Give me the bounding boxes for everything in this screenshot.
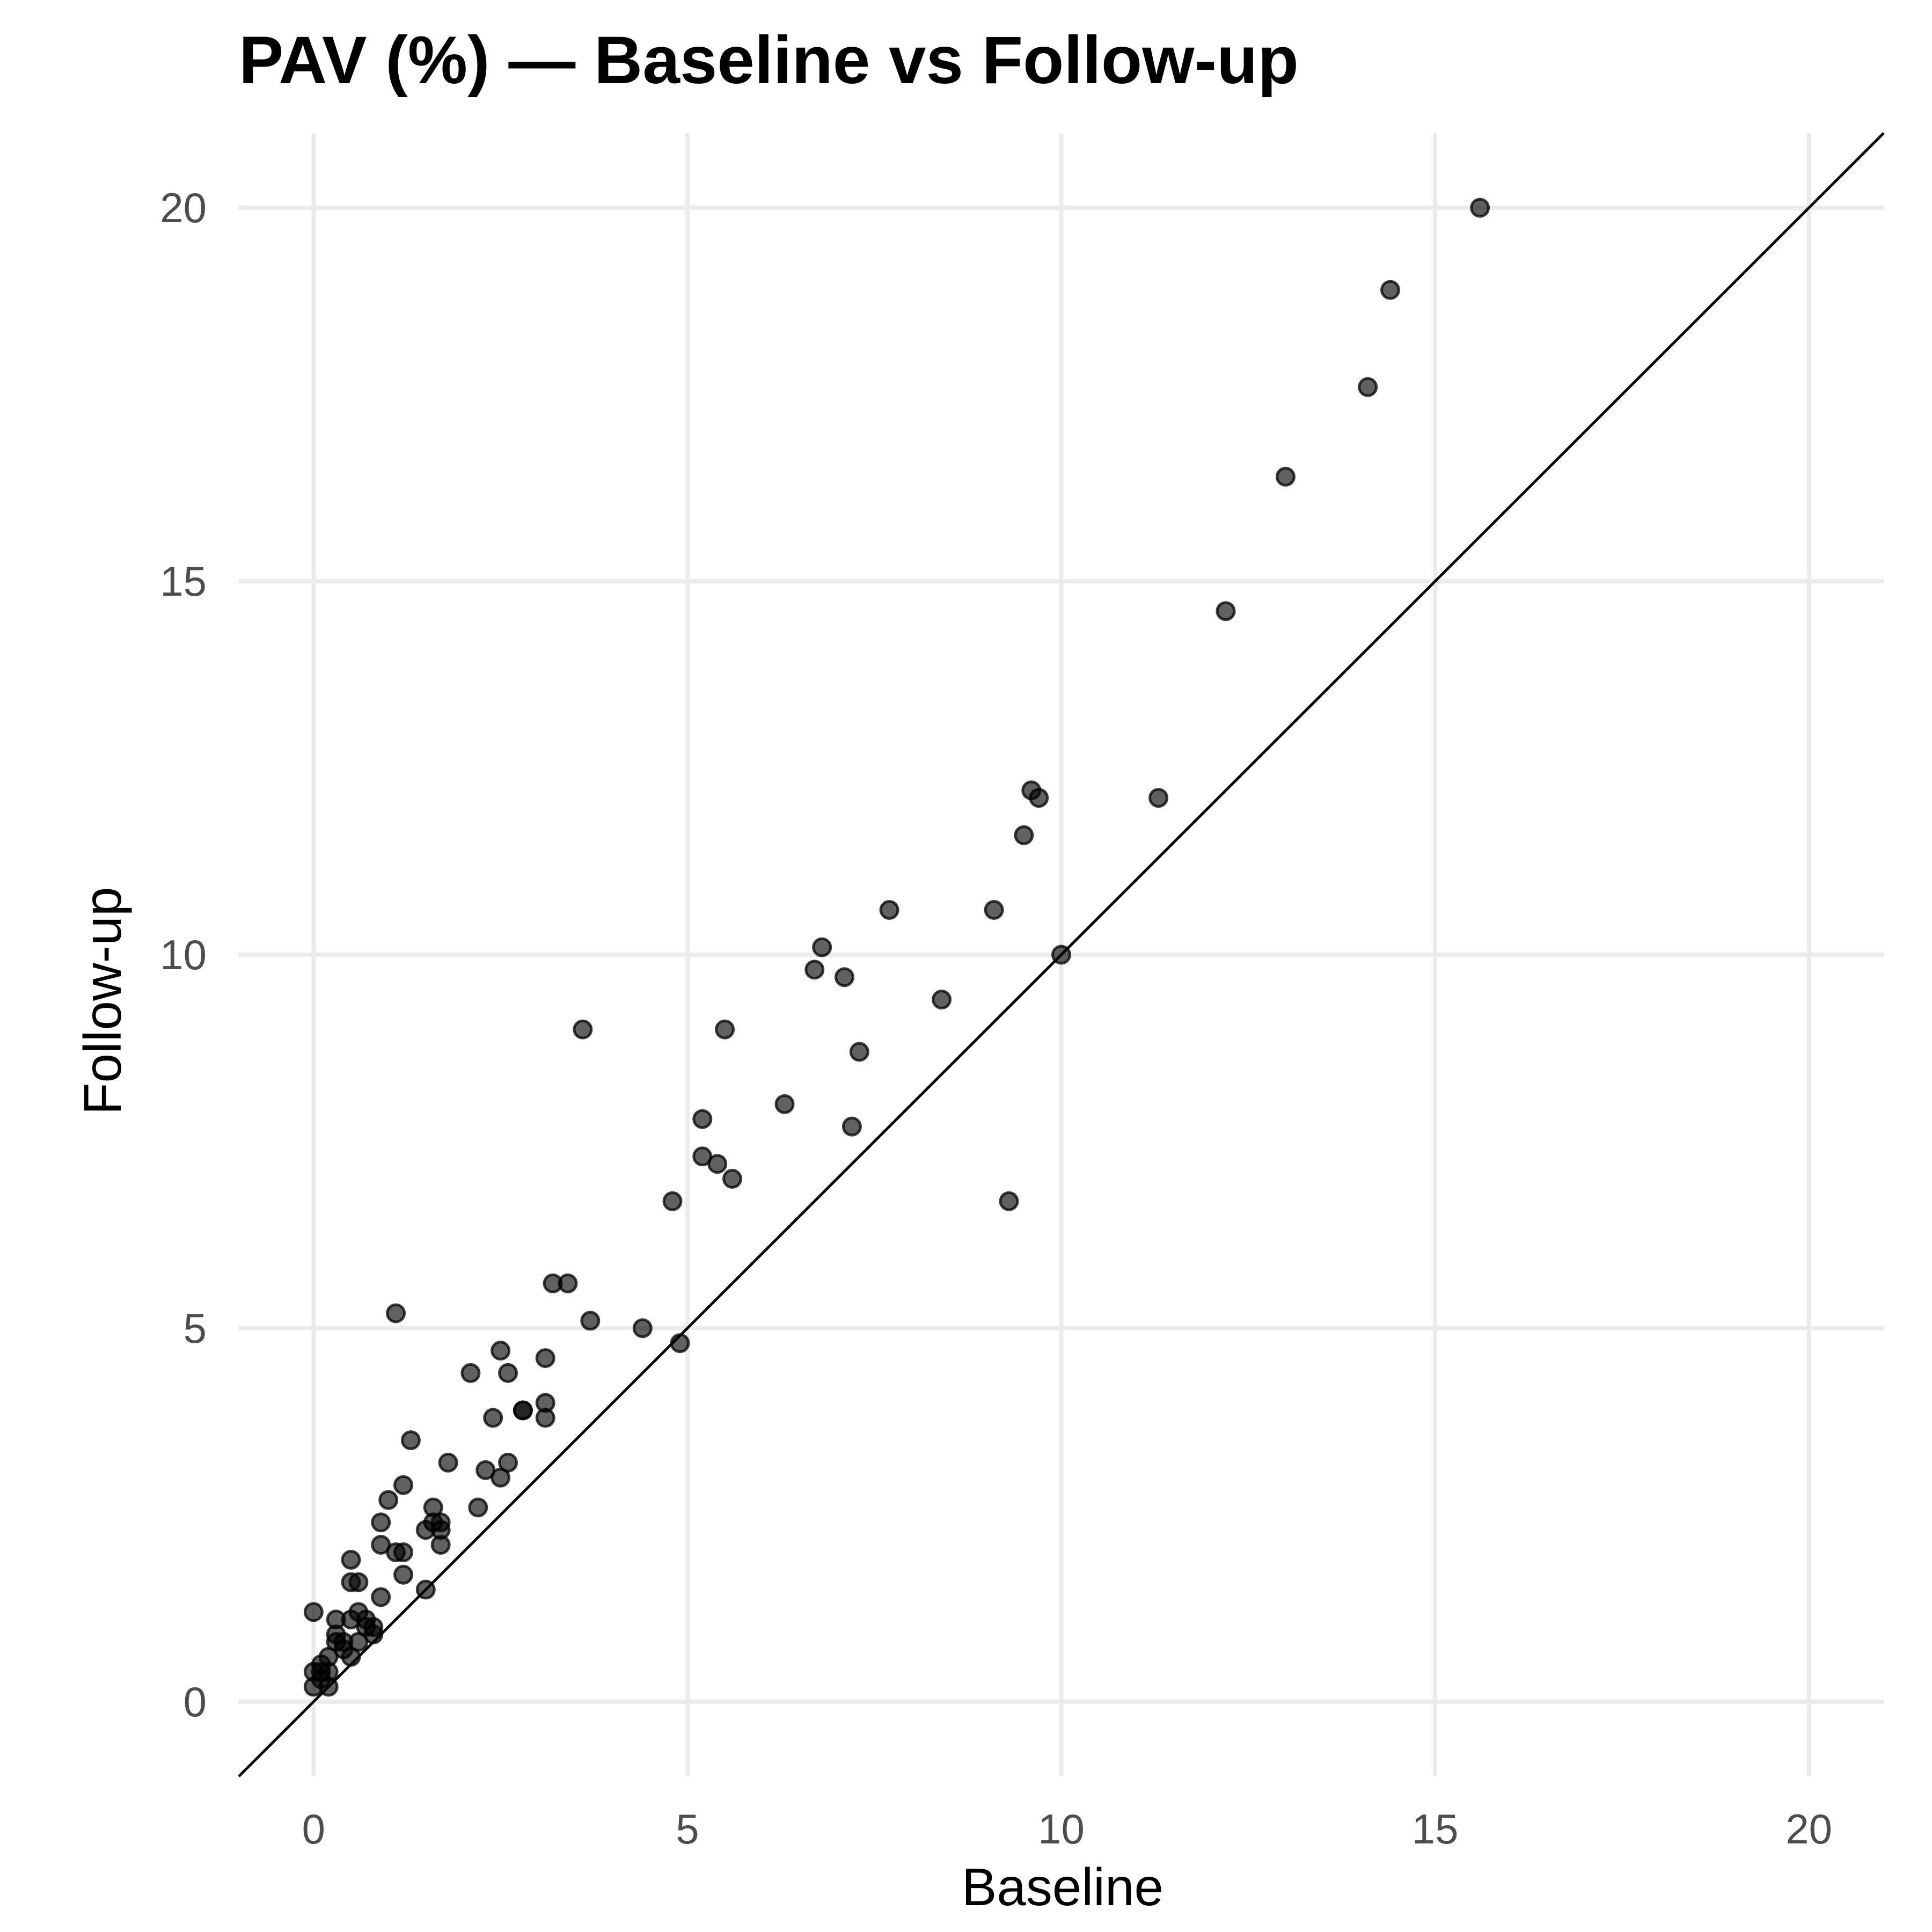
data-point (1051, 945, 1071, 965)
data-point (834, 967, 854, 987)
data-point (535, 1408, 555, 1428)
data-point (804, 960, 825, 980)
data-point (1358, 377, 1378, 397)
data-point (378, 1490, 399, 1510)
data-point (932, 990, 952, 1010)
data-point (393, 1475, 413, 1495)
data-point (580, 1311, 601, 1331)
data-point (543, 1273, 563, 1293)
x-tick-label-0: 0 (302, 1805, 325, 1853)
y-tick-label-20: 20 (160, 184, 207, 231)
y-tick-label-15: 15 (160, 558, 207, 605)
data-point (1470, 197, 1490, 218)
x-tick-label-10: 10 (1038, 1805, 1085, 1853)
y-tick-label-10: 10 (160, 931, 207, 978)
data-point (491, 1341, 511, 1361)
data-point (841, 1116, 862, 1137)
data-point (1275, 466, 1296, 487)
data-point (475, 1460, 496, 1480)
data-point (415, 1520, 436, 1540)
data-point (1029, 788, 1049, 808)
data-point (774, 1094, 795, 1114)
data-point (341, 1572, 361, 1592)
data-point (999, 1191, 1019, 1211)
data-point (692, 1109, 713, 1129)
data-point (415, 1579, 436, 1600)
data-point (632, 1318, 653, 1338)
y-tick-label-0: 0 (184, 1678, 207, 1725)
data-point (1216, 601, 1236, 621)
y-tick-label-5: 5 (184, 1305, 207, 1352)
data-point (400, 1430, 421, 1451)
data-point (393, 1564, 413, 1585)
gridlines (239, 133, 1884, 1776)
data-point (879, 899, 899, 920)
x-tick-label-15: 15 (1412, 1805, 1459, 1853)
y-axis-title: Follow-up (73, 887, 132, 1115)
x-tick-labels: 0 5 10 15 20 (302, 1805, 1832, 1853)
data-point (662, 1191, 683, 1211)
data-point (371, 1512, 391, 1533)
x-tick-label-20: 20 (1785, 1805, 1832, 1853)
data-point (715, 1019, 735, 1040)
y-tick-labels: 0 5 10 15 20 (160, 184, 207, 1725)
data-point (573, 1019, 593, 1040)
data-point (483, 1408, 503, 1428)
data-point (670, 1333, 690, 1353)
data-point (303, 1677, 324, 1697)
data-point (468, 1497, 488, 1518)
data-point (812, 937, 832, 957)
data-point (1380, 280, 1400, 300)
data-point (1014, 825, 1034, 845)
data-point (535, 1348, 555, 1368)
chart-title: PAV (%) — Baseline vs Follow-up (239, 23, 1299, 98)
x-tick-label-5: 5 (676, 1805, 699, 1853)
data-point (722, 1169, 742, 1189)
data-point (849, 1042, 869, 1062)
data-point (371, 1587, 391, 1607)
data-point (371, 1535, 391, 1555)
data-point (341, 1549, 361, 1570)
data-point (386, 1303, 406, 1323)
data-point (513, 1400, 533, 1421)
data-point (692, 1146, 713, 1167)
data-point (460, 1363, 481, 1383)
data-point (498, 1363, 518, 1383)
data-point (430, 1535, 451, 1555)
data-point (438, 1452, 458, 1473)
data-points (303, 197, 1490, 1697)
data-point (984, 899, 1004, 920)
x-axis-title: Baseline (962, 1857, 1163, 1916)
data-point (303, 1602, 324, 1622)
data-point (1148, 788, 1169, 808)
